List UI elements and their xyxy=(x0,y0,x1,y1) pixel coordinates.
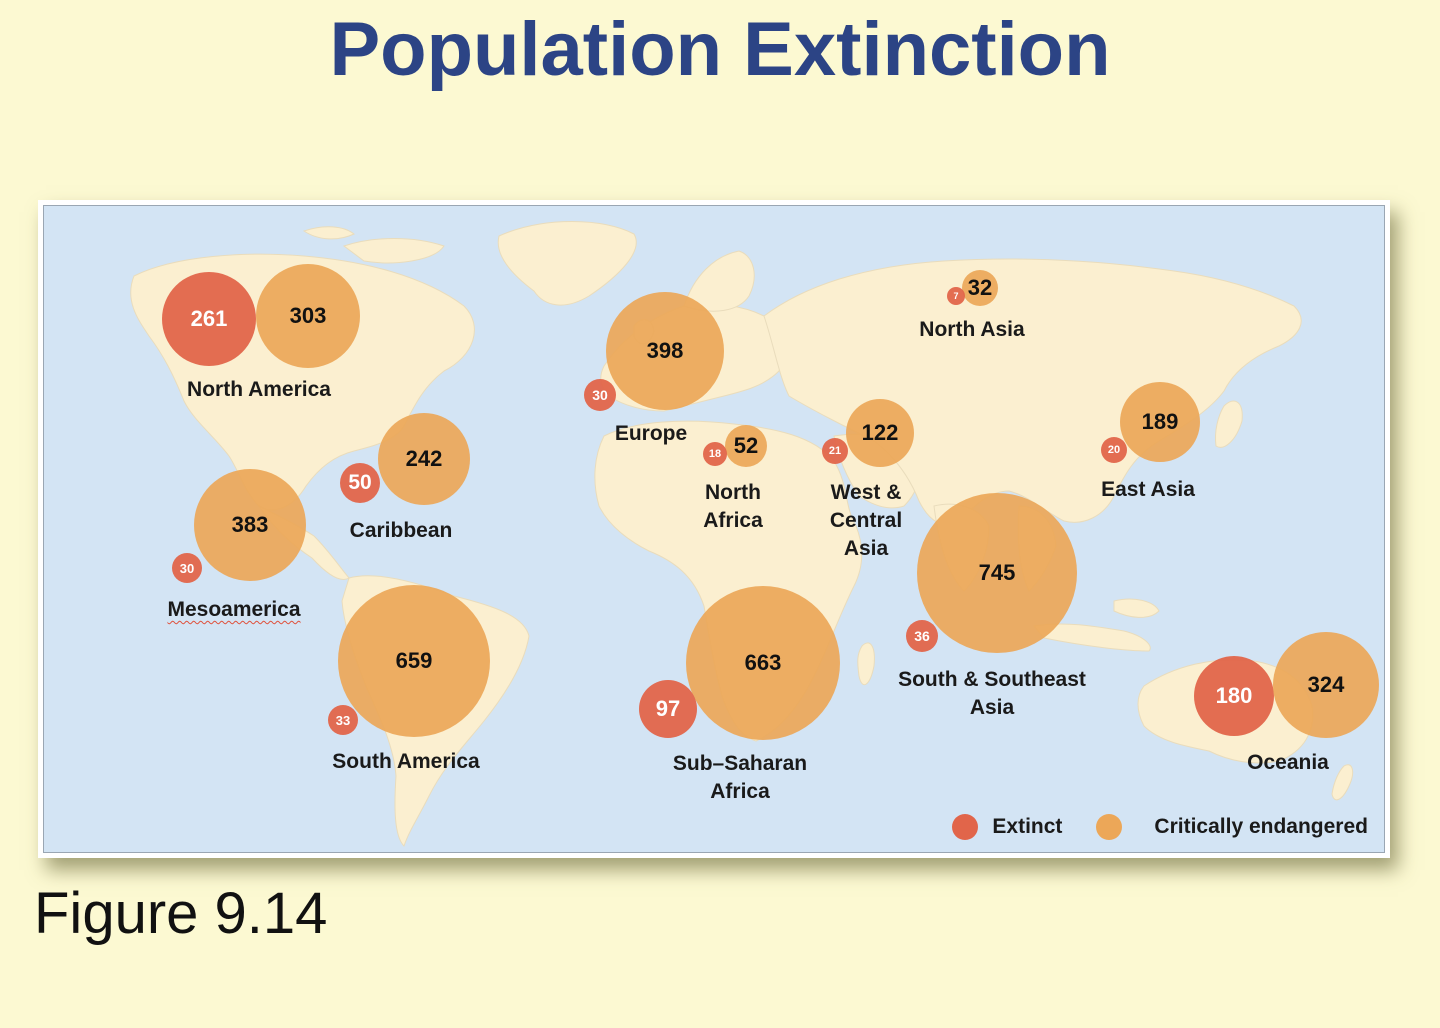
bubble-value: 663 xyxy=(744,650,782,675)
north-asia-extinct-bubble: 7 xyxy=(947,287,965,305)
figure-caption: Figure 9.14 xyxy=(34,881,328,946)
label-line: Africa xyxy=(703,509,763,532)
oceania-extinct-bubble: 180 xyxy=(1194,656,1274,736)
mesoamerica-endangered-bubble: 383 xyxy=(194,469,306,581)
region-label-north-america: North America xyxy=(187,378,331,401)
label-line: West & xyxy=(830,481,902,504)
bubble-value: 20 xyxy=(1107,444,1121,456)
bubble-value: 33 xyxy=(335,712,351,728)
legend-item-critically-endangered: Critically endangered xyxy=(1096,814,1368,840)
label-line: South & Southeast xyxy=(898,668,1086,691)
europe-extinct-bubble: 30 xyxy=(584,379,616,411)
north-africa-endangered-bubble: 52 xyxy=(725,425,767,467)
sub-saharan-africa-endangered-bubble: 663 xyxy=(686,586,840,740)
sub-saharan-africa-extinct-bubble: 97 xyxy=(639,680,697,738)
europe-endangered-bubble: 398 xyxy=(606,292,724,410)
legend-label: Critically endangered xyxy=(1154,815,1368,838)
caribbean-endangered-bubble: 242 xyxy=(378,413,470,505)
region-label-north-africa: North Africa xyxy=(703,479,763,535)
label-line: Africa xyxy=(710,780,770,803)
endangered-dot-icon xyxy=(1096,814,1123,840)
legend: Extinct Critically endangered xyxy=(952,814,1368,840)
page-title: Population Extinction xyxy=(329,7,1111,92)
legend-item-extinct: Extinct xyxy=(952,814,1062,840)
bubble-value: 189 xyxy=(1141,409,1179,434)
north-america-extinct-bubble: 261 xyxy=(162,272,256,366)
region-label-north-asia: North Asia xyxy=(919,318,1025,341)
mesoamerica-extinct-bubble: 30 xyxy=(172,553,202,583)
south-america-extinct-bubble: 33 xyxy=(328,705,358,735)
caribbean-extinct-bubble: 50 xyxy=(340,463,380,503)
label-line: Central xyxy=(829,509,903,532)
extinct-dot-icon xyxy=(952,814,979,840)
bubble-value: 242 xyxy=(405,446,443,471)
north-america-endangered-bubble: 303 xyxy=(256,264,360,368)
region-label-south-southeast-asia: South & Southeast Asia xyxy=(898,666,1086,722)
region-label-west-central-asia: West & Central Asia xyxy=(830,479,902,563)
bubble-value: 303 xyxy=(289,303,327,328)
east-asia-extinct-bubble: 20 xyxy=(1101,437,1127,463)
north-africa-extinct-bubble: 18 xyxy=(703,442,727,466)
south-southeast-asia-endangered-bubble: 745 xyxy=(917,493,1077,653)
bubble-value: 261 xyxy=(190,306,228,331)
west-central-asia-extinct-bubble: 21 xyxy=(822,438,848,464)
bubble-value: 659 xyxy=(395,648,433,673)
region-label-sub-saharan-africa: Sub–Saharan Africa xyxy=(673,750,807,806)
region-label-europe: Europe xyxy=(614,422,688,445)
bubble-value: 32 xyxy=(967,275,993,300)
bubble-value: 398 xyxy=(646,338,684,363)
bubble-value: 30 xyxy=(179,560,195,576)
label-line: Sub–Saharan xyxy=(672,752,808,775)
bubble-value: 52 xyxy=(733,433,759,458)
bubble-value: 21 xyxy=(828,445,842,457)
bubble-value: 122 xyxy=(861,420,899,445)
bubble-value: 180 xyxy=(1215,683,1253,708)
bubble-value: 97 xyxy=(655,696,681,721)
legend-label: Extinct xyxy=(992,815,1063,838)
east-asia-endangered-bubble: 189 xyxy=(1120,382,1200,462)
region-label-caribbean: Caribbean xyxy=(349,519,453,542)
oceania-endangered-bubble: 324 xyxy=(1273,632,1379,738)
bubble-value: 324 xyxy=(1307,672,1345,697)
bubble-value: 383 xyxy=(231,512,269,537)
label-line: North xyxy=(705,481,761,504)
bubble-value: 7 xyxy=(953,291,959,301)
north-asia-endangered-bubble: 32 xyxy=(962,270,998,306)
region-label-south-america: South America xyxy=(332,750,480,773)
region-label-east-asia: East Asia xyxy=(1101,478,1195,501)
label-line: Asia xyxy=(843,537,889,560)
south-america-endangered-bubble: 659 xyxy=(338,585,490,737)
region-label-oceania: Oceania xyxy=(1247,751,1329,774)
bubble-value: 745 xyxy=(978,560,1016,585)
west-central-asia-endangered-bubble: 122 xyxy=(846,399,914,467)
figure-frame: 261 303 North America 383 30 Mesoamerica… xyxy=(38,200,1390,858)
label-line: Asia xyxy=(969,696,1015,719)
south-southeast-asia-extinct-bubble: 36 xyxy=(906,620,938,652)
bubble-value: 18 xyxy=(708,448,722,460)
bubble-value: 36 xyxy=(914,628,930,644)
bubble-value: 30 xyxy=(592,387,608,403)
world-map: 261 303 North America 383 30 Mesoamerica… xyxy=(43,205,1385,853)
region-label-mesoamerica: Mesoamerica xyxy=(167,598,301,621)
bubble-value: 50 xyxy=(348,471,372,494)
